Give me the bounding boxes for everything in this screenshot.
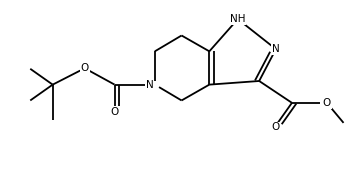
Text: O: O	[323, 98, 331, 108]
Text: NH: NH	[230, 14, 246, 24]
Text: O: O	[80, 63, 89, 73]
Text: N: N	[272, 44, 280, 54]
Text: N: N	[146, 80, 153, 90]
Text: O: O	[271, 122, 279, 132]
Text: O: O	[110, 107, 119, 117]
